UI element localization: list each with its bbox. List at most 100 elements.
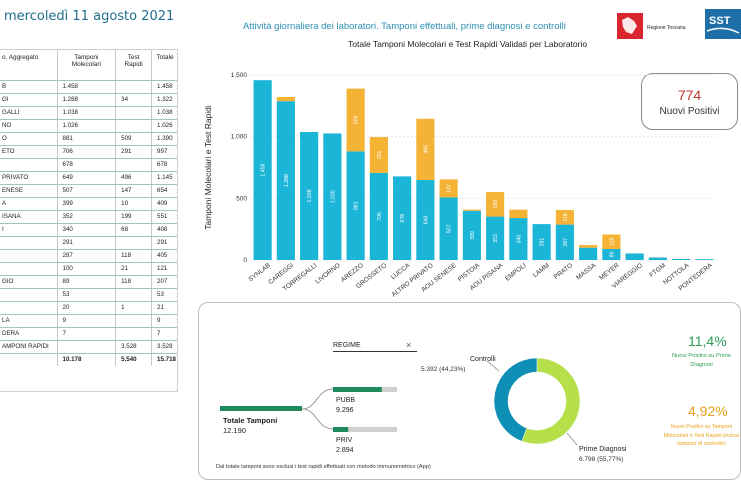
bar-molecolari[interactable]	[439, 197, 458, 260]
col-header-rapidi[interactable]: Test Rapidi	[115, 50, 152, 81]
table-cell: 207	[151, 275, 177, 289]
bar-molecolari[interactable]	[393, 176, 412, 260]
bar-rapidi[interactable]	[509, 209, 528, 219]
table-row[interactable]: GIO 89 118 207	[0, 275, 177, 289]
table-cell: 3.528	[115, 340, 152, 354]
bar-molecolari[interactable]	[369, 172, 388, 260]
priv-bar[interactable]	[333, 427, 349, 432]
bar-molecolari[interactable]	[555, 224, 574, 260]
table-row[interactable]: A 399 10 409	[0, 197, 177, 211]
table-row[interactable]: LA 9 9	[0, 314, 177, 328]
bar-molecolari[interactable]	[253, 80, 272, 261]
col-header-totale[interactable]: Totale	[151, 50, 177, 81]
bar-molecolari[interactable]	[602, 249, 621, 260]
bar-rapidi[interactable]	[416, 118, 435, 180]
bar-molecolari[interactable]	[416, 179, 435, 260]
bar-data-label: 496	[423, 145, 429, 154]
table-cell: 1.026	[56, 119, 116, 133]
table-row[interactable]: I 340 68 408	[0, 223, 177, 237]
table-row[interactable]: ETO 706 291 997	[0, 145, 177, 159]
bar-molecolari[interactable]	[579, 247, 598, 260]
table-cell: 1.026	[151, 119, 177, 133]
table-row[interactable]: 100 21 121	[0, 262, 177, 276]
table-row[interactable]: 291 291	[0, 236, 177, 250]
table-row[interactable]: 53 53	[0, 288, 177, 302]
bar-rapidi[interactable]	[462, 209, 481, 211]
bar-molecolari[interactable]	[648, 257, 667, 260]
bar-rapidi[interactable]	[602, 234, 621, 250]
table-cell: 496	[115, 171, 152, 185]
bar-molecolari[interactable]	[300, 131, 319, 260]
bar-rapidi[interactable]	[486, 192, 505, 217]
bar-rapidi[interactable]	[579, 245, 598, 248]
leader-line	[566, 432, 578, 446]
donut-slice-controlli[interactable]	[493, 357, 538, 442]
bar-data-label: 291	[540, 238, 546, 247]
bar-molecolari[interactable]	[346, 151, 365, 260]
bar-molecolari[interactable]	[486, 216, 505, 260]
table-row[interactable]: NO 1.026 1.026	[0, 119, 177, 133]
bar-data-label: 1.026	[330, 190, 336, 203]
table-header-row: o. Aggregato Tamponi Molecolari Test Rap…	[0, 50, 177, 81]
bar-molecolari[interactable]	[695, 259, 714, 260]
prime-diagnosi-label: Prime Diagnosi	[579, 446, 627, 453]
total-tamponi-bar[interactable]	[220, 406, 302, 411]
bar-molecolari[interactable]	[462, 210, 481, 260]
table-cell: 21	[115, 262, 152, 276]
table-row[interactable]: 678 678	[0, 158, 177, 172]
table-row[interactable]: 287 118 405	[0, 249, 177, 263]
x-tick-label: FTGM	[648, 262, 667, 279]
table-cell: 3.528	[151, 340, 177, 354]
table-row[interactable]: ENESE 507 147 654	[0, 184, 177, 198]
bar-rapidi[interactable]	[369, 137, 388, 173]
bar-rapidi[interactable]	[276, 96, 295, 102]
table-row[interactable]: ISANA 352 199 551	[0, 210, 177, 224]
table-cell: 291	[115, 145, 152, 159]
table-row[interactable]: PRIVATO 649 496 1.145	[0, 171, 177, 185]
table-cell: 118	[115, 275, 152, 289]
table-cell	[115, 106, 152, 120]
table-cell	[115, 314, 152, 328]
lab-table[interactable]: o. Aggregato Tamponi Molecolari Test Rap…	[0, 49, 178, 392]
table-cell: ENESE	[0, 184, 57, 198]
table-cell: 1.322	[151, 93, 177, 107]
table-cell: 1.145	[151, 171, 177, 185]
regime-slicer-label[interactable]: REGIME	[333, 342, 361, 349]
x-tick-label: PRATO	[553, 262, 574, 281]
table-row[interactable]: O 881 509 1.390	[0, 132, 177, 146]
pubb-bar[interactable]	[333, 387, 382, 392]
header-title: Attività giornaliera dei laboratori. Tam…	[243, 21, 566, 32]
donut-slice-prime-diagnosi[interactable]	[521, 357, 581, 445]
bar-molecolari[interactable]	[276, 101, 295, 260]
table-row[interactable]: GI 1.288 34 1.322	[0, 93, 177, 107]
col-header-molecolari[interactable]: Tamponi Molecolari	[56, 50, 116, 81]
bar-data-label: 199	[493, 200, 499, 209]
table-row[interactable]: 20 1 21	[0, 301, 177, 315]
table-cell: 551	[151, 210, 177, 224]
y-tick-label: 500	[236, 195, 247, 202]
table-total-row[interactable]: 10.178 5.540 15.718	[0, 353, 177, 366]
table-cell: 34	[115, 93, 152, 107]
bar-rapidi[interactable]	[555, 210, 574, 225]
table-cell: 340	[56, 223, 116, 237]
bar-molecolari[interactable]	[509, 218, 528, 260]
bar-rapidi[interactable]	[346, 88, 365, 152]
bar-data-label: 881	[354, 201, 360, 210]
table-row[interactable]: DERA 7 7	[0, 327, 177, 341]
bar-molecolari[interactable]	[672, 258, 691, 260]
bar-chart[interactable]: 0 500 1.000 1.500 Tamponi Molecolari e Test …	[196, 50, 741, 335]
table-cell: 706	[56, 145, 116, 159]
table-row[interactable]: GALLI 1.038 1.038	[0, 106, 177, 120]
bar-molecolari[interactable]	[323, 133, 342, 260]
bar-rapidi[interactable]	[439, 179, 458, 198]
table-cell: GIO	[0, 275, 57, 289]
col-header-aggregato[interactable]: o. Aggregato	[0, 50, 57, 81]
close-icon[interactable]: ×	[406, 340, 412, 350]
table-cell: AMPONI RAPIDI	[0, 340, 57, 354]
bar-molecolari[interactable]	[532, 224, 551, 260]
bar-molecolari[interactable]	[625, 253, 644, 260]
nuovi-positivi-card[interactable]: 774 Nuovi Positivi	[641, 73, 738, 130]
table-row[interactable]: B 1.458 1.458	[0, 80, 177, 94]
table-row[interactable]: AMPONI RAPIDI 3.528 3.528	[0, 340, 177, 354]
table-cell: 7	[56, 327, 116, 341]
